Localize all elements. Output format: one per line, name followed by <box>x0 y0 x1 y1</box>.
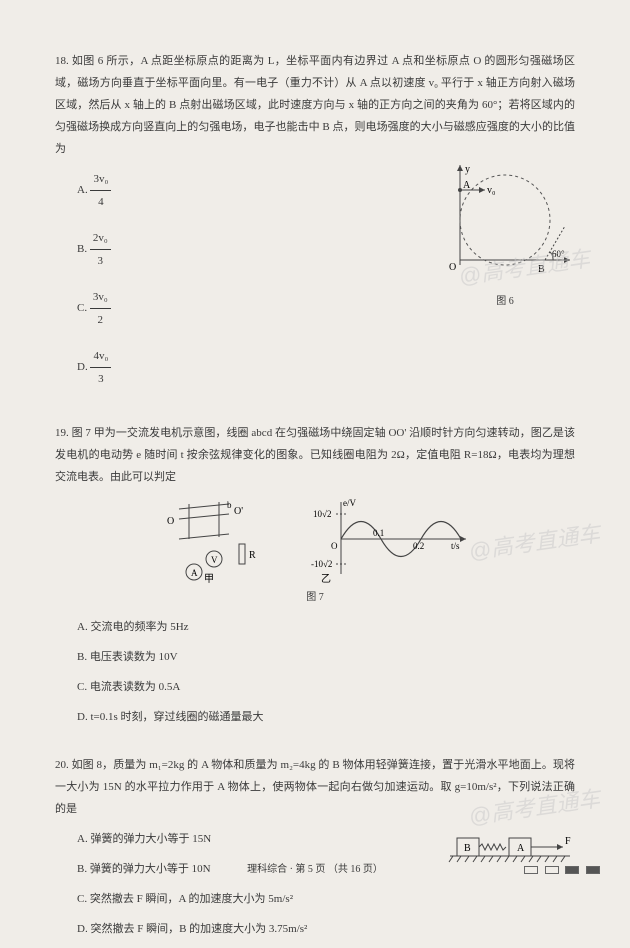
label-O2: O <box>331 541 338 551</box>
frac-num: 3v₀ <box>90 286 111 309</box>
question-body: 如图 8，质量为 m₁=2kg 的 A 物体和质量为 m₂=4kg 的 B 物体… <box>55 759 575 815</box>
opt-text: 突然撤去 F 瞬间，B 的加速度大小为 3.75m/s² <box>90 923 307 935</box>
opt-label: C. <box>77 893 87 905</box>
frac-den: 3 <box>90 250 111 272</box>
opt-label: C. <box>77 681 87 693</box>
label-Op: O' <box>234 506 243 517</box>
opt-label: B. <box>77 651 87 663</box>
figure-6-svg: A v₀ O B 60° y <box>435 160 575 280</box>
opt-text: t=0.1s 时刻，穿过线圈的磁通量最大 <box>90 711 263 723</box>
figure-6: A v₀ O B 60° y 图 6 <box>435 160 575 312</box>
opt-label: A. <box>77 833 88 845</box>
label-t1: 0.1 <box>373 528 384 538</box>
opt-text: 突然撤去 F 瞬间，A 的加速度大小为 5m/s² <box>90 893 293 905</box>
page-mark <box>545 866 559 874</box>
figure-7: V A R O O' b 甲 10√2 -10√2 O 0.1 0.2 t/s … <box>55 494 575 608</box>
label-t2: 0.2 <box>413 541 424 551</box>
frac-den: 4 <box>90 191 111 213</box>
label-hi: 10√2 <box>313 509 331 519</box>
label-yi: 乙 <box>321 573 331 584</box>
figure-7-right: 10√2 -10√2 O 0.1 0.2 t/s e/V 乙 <box>311 494 471 584</box>
opt-text: 弹簧的弹力大小等于 15N <box>90 833 211 845</box>
label-V: V <box>211 555 218 565</box>
footer-marks <box>520 865 600 877</box>
opt-label: A. <box>77 621 88 633</box>
label-R: R <box>249 550 256 561</box>
label-v0: v₀ <box>487 185 496 196</box>
frac-den: 2 <box>90 309 111 331</box>
label-A: A <box>463 180 471 191</box>
opt-label: D. <box>77 361 88 373</box>
option-C: C. 电流表读数为 0.5A <box>77 676 575 698</box>
question-number: 19. <box>55 427 69 439</box>
opt-label: B. <box>77 243 87 255</box>
label-B: B <box>464 843 471 854</box>
label-O: O <box>167 516 174 527</box>
opt-label: D. <box>77 923 88 935</box>
label-b: b <box>227 500 232 510</box>
opt-label: D. <box>77 711 88 723</box>
figure-7-caption: 图 7 <box>55 588 575 608</box>
option-B: B. 电压表读数为 10V <box>77 646 575 668</box>
question-text: 19. 图 7 甲为一交流发电机示意图，线圈 abcd 在匀强磁场中绕固定轴 O… <box>55 422 575 488</box>
label-60: 60° <box>552 249 565 259</box>
opt-text: 交流电的频率为 5Hz <box>90 621 188 633</box>
frac-num: 4v₀ <box>90 345 111 368</box>
question-number: 18. <box>55 55 69 67</box>
question-19: 19. 图 7 甲为一交流发电机示意图，线圈 abcd 在匀强磁场中绕固定轴 O… <box>55 422 575 736</box>
opt-label: A. <box>77 184 88 196</box>
question-number: 20. <box>55 759 69 771</box>
label-O: O <box>449 262 456 273</box>
figure-6-caption: 图 6 <box>435 292 575 312</box>
option-D: D. 突然撤去 F 瞬间，B 的加速度大小为 3.75m/s² <box>77 918 575 940</box>
opt-text: 电压表读数为 10V <box>90 651 178 663</box>
page-mark <box>586 866 600 874</box>
page-mark <box>565 866 579 874</box>
label-A2: A <box>517 843 525 854</box>
opt-text: 电流表读数为 0.5A <box>90 681 180 693</box>
page-mark <box>524 866 538 874</box>
label-ts: t/s <box>451 541 460 551</box>
frac-den: 3 <box>90 368 111 390</box>
label-y: y <box>465 164 470 175</box>
opt-label: C. <box>77 302 87 314</box>
question-20: 20. 如图 8，质量为 m₁=2kg 的 A 物体和质量为 m₂=4kg 的 … <box>55 754 575 948</box>
option-C: C. 突然撤去 F 瞬间，A 的加速度大小为 5m/s² <box>77 888 575 910</box>
label-A: A <box>191 568 198 578</box>
figure-7-left: V A R O O' b 甲 <box>159 494 279 584</box>
option-D: D. t=0.1s 时刻，穿过线圈的磁通量最大 <box>77 706 575 728</box>
question-text: 20. 如图 8，质量为 m₁=2kg 的 A 物体和质量为 m₂=4kg 的 … <box>55 754 575 820</box>
question-18: 18. 如图 6 所示，A 点距坐标原点的距离为 L，坐标平面内有边界过 A 点… <box>55 50 575 404</box>
frac-num: 3v₀ <box>90 168 111 191</box>
question-text: 18. 如图 6 所示，A 点距坐标原点的距离为 L，坐标平面内有边界过 A 点… <box>55 50 575 160</box>
label-jia: 甲 <box>204 574 214 584</box>
question-body: 图 7 甲为一交流发电机示意图，线圈 abcd 在匀强磁场中绕固定轴 OO' 沿… <box>55 427 575 483</box>
option-D: D. 4v₀3 <box>77 345 575 390</box>
frac-num: 2v₀ <box>90 227 111 250</box>
question-body: 如图 6 所示，A 点距坐标原点的距离为 L，坐标平面内有边界过 A 点和坐标原… <box>55 55 575 155</box>
option-A: A. 交流电的频率为 5Hz <box>77 616 575 638</box>
label-F: F <box>565 836 571 847</box>
label-lo: -10√2 <box>311 559 332 569</box>
label-eV: e/V <box>343 498 356 508</box>
label-B: B <box>538 264 545 275</box>
options-19: A. 交流电的频率为 5Hz B. 电压表读数为 10V C. 电流表读数为 0… <box>77 616 575 728</box>
